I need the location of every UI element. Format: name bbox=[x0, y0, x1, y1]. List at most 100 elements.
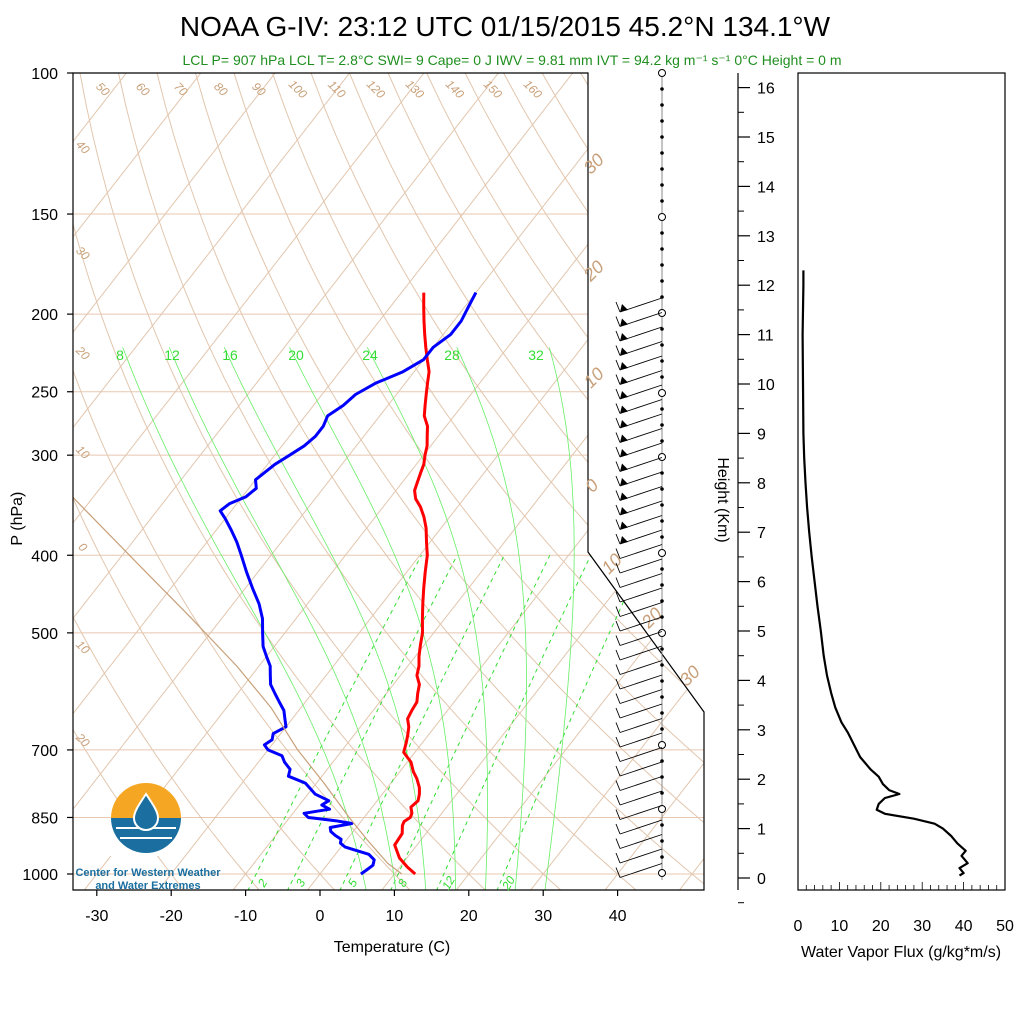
wind-barb-feather bbox=[615, 490, 621, 501]
flux-tick-label: 10 bbox=[831, 918, 849, 935]
wind-barb-feather bbox=[615, 417, 621, 429]
series-parcel-line bbox=[73, 359, 403, 875]
isotherm-label: 30 bbox=[73, 243, 93, 263]
x-tick-label: -20 bbox=[160, 908, 183, 925]
mixing-ratio-label: 32 bbox=[528, 347, 544, 363]
wind-barb-feather bbox=[615, 562, 621, 574]
calm-circle bbox=[658, 389, 666, 397]
wind-barb-feather bbox=[615, 374, 621, 385]
dry-adiabat-line bbox=[110, 73, 657, 890]
skew-t-frame bbox=[67, 72, 705, 896]
mixing-ratio-label: 12 bbox=[164, 347, 180, 363]
wind-barb bbox=[619, 718, 663, 733]
series-dewpoint-line bbox=[218, 291, 478, 876]
flux-tick-label: 0 bbox=[794, 918, 803, 935]
barb-dot bbox=[660, 343, 664, 347]
x-tick-label: 30 bbox=[534, 908, 552, 925]
barb-dot bbox=[660, 647, 664, 651]
isotherm-line bbox=[293, 73, 704, 890]
isotherm-line bbox=[741, 36, 1024, 907]
height-tick-label: 0 bbox=[757, 871, 766, 888]
adiabat-label: 110 bbox=[325, 77, 349, 101]
wind-barb-feather bbox=[615, 867, 621, 878]
wind-barb-feather bbox=[615, 446, 621, 458]
isotherm-label: 20 bbox=[72, 730, 92, 750]
barb-dot bbox=[660, 583, 664, 587]
wind-barb-feather bbox=[615, 606, 621, 617]
mixing-ratio-line bbox=[435, 555, 592, 890]
mixing-ratio-label: 8 bbox=[116, 347, 124, 363]
wind-barb bbox=[619, 631, 663, 646]
wind-barb bbox=[619, 689, 663, 704]
plot-frame bbox=[72, 72, 705, 891]
height-tick-label: 6 bbox=[757, 575, 766, 592]
dry-adiabat-line bbox=[148, 73, 704, 890]
y-tick-label: 400 bbox=[31, 548, 58, 565]
barb-dot bbox=[660, 567, 664, 571]
wind-barb-feather bbox=[615, 751, 621, 762]
isotherm-line bbox=[73, 73, 230, 890]
barb-dot bbox=[660, 87, 664, 91]
barb-dot bbox=[660, 151, 664, 155]
moist-adiabat-line bbox=[122, 347, 367, 890]
wind-barb-feather bbox=[615, 330, 621, 342]
mixing-ratio-label: 20 bbox=[288, 347, 304, 363]
wind-barb-feather bbox=[615, 736, 621, 748]
y-tick-label: 300 bbox=[31, 448, 58, 465]
barb-dot bbox=[660, 119, 664, 123]
wind-barb-flag bbox=[620, 333, 628, 341]
barb-dot bbox=[660, 183, 664, 187]
adiabat-label: 120 bbox=[364, 77, 388, 101]
isotherm-line bbox=[73, 73, 528, 890]
wind-barb bbox=[619, 573, 663, 588]
height-tick-label: 4 bbox=[757, 673, 766, 690]
wind-barb-feather bbox=[615, 693, 621, 704]
y-tick-label: 850 bbox=[31, 810, 58, 827]
isotherm-label: 20 bbox=[579, 257, 608, 286]
wind-barb bbox=[619, 863, 663, 878]
isotherm-label: 10 bbox=[580, 364, 608, 392]
isotherm-line bbox=[73, 73, 81, 890]
wind-barb-feather bbox=[615, 838, 621, 849]
height-tick-label: 8 bbox=[757, 476, 766, 493]
mixing-ratio-line bbox=[286, 555, 458, 890]
wind-barb-flag bbox=[620, 478, 628, 486]
wind-barb-feather bbox=[615, 403, 621, 414]
isotherm-line bbox=[144, 73, 704, 890]
mixing-ratio-label: 2 bbox=[254, 876, 270, 890]
moist-adiabat-line bbox=[544, 347, 575, 890]
barb-dot bbox=[660, 839, 664, 843]
mixing-ratio-label: 20 bbox=[499, 873, 518, 893]
wind-barb-feather bbox=[615, 678, 621, 690]
barb-dot bbox=[660, 503, 664, 507]
wind-barb-flag bbox=[620, 405, 628, 414]
x-tick-label: -30 bbox=[85, 908, 108, 925]
dry-adiabat-line bbox=[73, 73, 275, 890]
series-temperature-line bbox=[393, 292, 431, 876]
y-tick-label: 700 bbox=[31, 743, 58, 760]
height-tick-label: 7 bbox=[757, 525, 766, 542]
calm-circle bbox=[658, 741, 666, 749]
isotherm-line bbox=[219, 73, 704, 890]
wind-barb-flag bbox=[620, 318, 628, 327]
wind-barb-flag bbox=[620, 463, 628, 472]
chart-subtitle: LCL P= 907 hPa LCL T= 2.8°C SWI= 9 Cape=… bbox=[183, 52, 842, 68]
sounding-lines bbox=[73, 291, 478, 876]
adiabat-label: 60 bbox=[133, 79, 153, 99]
wind-barb-feather bbox=[615, 519, 621, 530]
flux-tick-label: 30 bbox=[913, 918, 931, 935]
adiabat-label: 140 bbox=[443, 77, 467, 101]
height-tick-label: 13 bbox=[757, 229, 775, 246]
height-tick-label: 2 bbox=[757, 772, 766, 789]
wind-barb-feather bbox=[615, 475, 621, 487]
moist-adiabat-line bbox=[366, 347, 488, 890]
wind-barb bbox=[619, 747, 663, 762]
barb-dot bbox=[660, 167, 664, 171]
height-tick-label: 16 bbox=[757, 81, 775, 98]
logo-drop-icon bbox=[132, 792, 160, 831]
barb-dot bbox=[660, 279, 664, 283]
logo-water-icon bbox=[111, 818, 181, 853]
wind-barb-flag bbox=[620, 507, 628, 515]
isotherm-line bbox=[73, 73, 602, 890]
